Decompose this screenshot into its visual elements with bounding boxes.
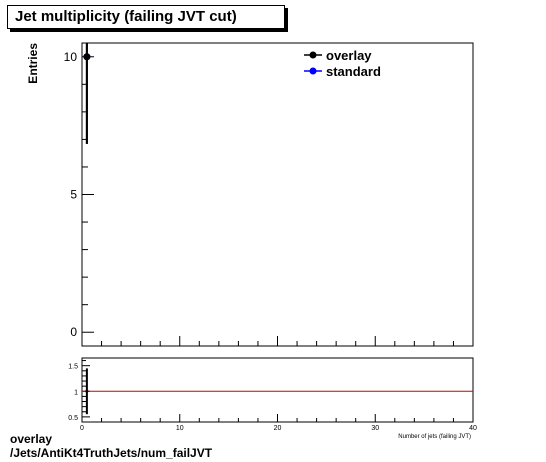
ratio-y-tick-label: 1 bbox=[74, 389, 78, 396]
ratio-y-tick-label: 1.5 bbox=[68, 364, 78, 371]
y-axis-label: Entries bbox=[26, 43, 40, 84]
ratio-plot-frame bbox=[81, 357, 474, 423]
main-y-tick-label: 10 bbox=[64, 50, 78, 64]
ratio-ticks: 0.5 1 1.5 0 10 20 30 40 bbox=[68, 360, 477, 432]
ratio-x-tick-label: 10 bbox=[176, 425, 184, 432]
ratio-x-tick-label: 40 bbox=[469, 425, 477, 432]
main-y-tick-label: 5 bbox=[70, 188, 77, 202]
legend-entry-label: standard bbox=[326, 64, 381, 79]
data-marks bbox=[82, 43, 473, 415]
legend-entry-label: overlay bbox=[326, 48, 372, 63]
chart-title-box: Jet multiplicity (failing JVT cut) bbox=[7, 5, 285, 29]
main-plot-frame bbox=[81, 42, 474, 347]
legend-point-marker bbox=[309, 67, 317, 75]
main-ticks: 0 5 10 bbox=[64, 50, 474, 346]
ratio-x-tick-label: 30 bbox=[371, 425, 379, 432]
ratio-data-point bbox=[85, 389, 89, 393]
chart-title: Jet multiplicity (failing JVT cut) bbox=[15, 8, 237, 25]
ratio-y-tick-label: 0.5 bbox=[68, 415, 78, 422]
footer-histogram-path: /Jets/AntiKt4TruthJets/num_failJVT bbox=[10, 446, 213, 460]
main-y-tick-label: 0 bbox=[70, 325, 77, 339]
legend-point-marker bbox=[309, 51, 317, 59]
footer-dataset-label: overlay bbox=[10, 432, 53, 446]
ratio-x-tick-label: 20 bbox=[274, 425, 282, 432]
main-data-point bbox=[83, 53, 91, 61]
ratio-x-axis-label: Number of jets (failing JVT) bbox=[398, 434, 471, 440]
ratio-x-tick-label: 0 bbox=[80, 425, 84, 432]
